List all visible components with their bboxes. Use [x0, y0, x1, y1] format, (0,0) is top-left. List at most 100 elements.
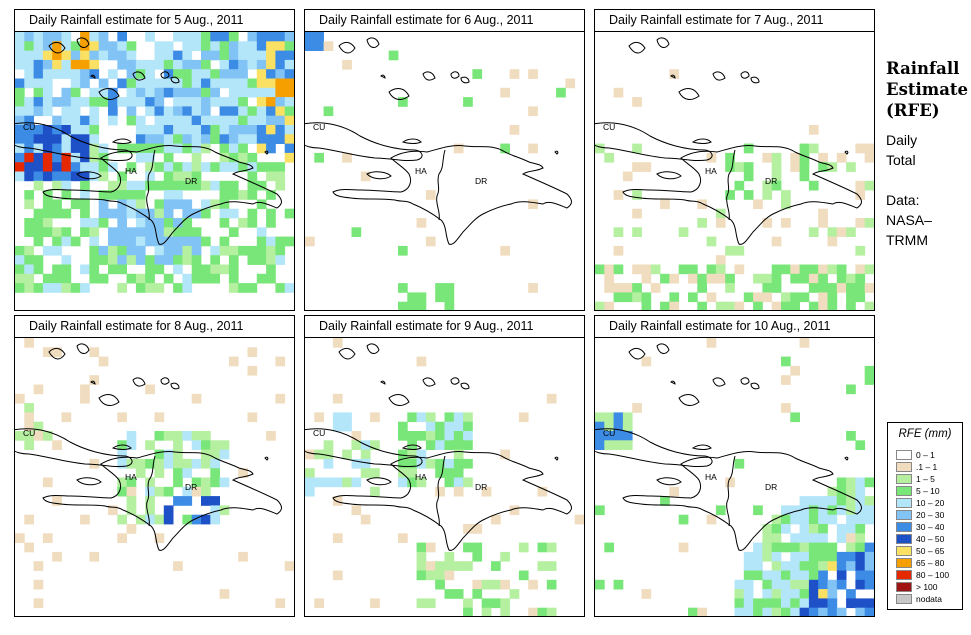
rainfall-cell [173, 440, 183, 450]
rainfall-cell [781, 218, 791, 228]
rainfall-cell [163, 218, 174, 228]
rainfall-cell [126, 59, 137, 70]
rainfall-cell [154, 180, 165, 191]
rainfall-cell [827, 283, 838, 293]
rainfall-cell [360, 468, 371, 478]
rainfall-cell [145, 180, 155, 191]
rainfall-cell [855, 486, 866, 497]
rainfall-cell [210, 134, 220, 144]
rainfall-cell [256, 273, 267, 284]
rainfall-cell [595, 440, 605, 450]
rainfall-cell [855, 292, 866, 303]
rainfall-cell [145, 32, 155, 42]
rainfall-cell [163, 486, 174, 497]
rainfall-cell [33, 50, 44, 61]
rainfall-cell [163, 78, 174, 89]
rainfall-cell [145, 162, 155, 172]
rainfall-cell [266, 190, 276, 200]
rainfall-cell [256, 199, 267, 210]
rainfall-cell [790, 598, 800, 609]
rainfall-cell [771, 171, 782, 182]
rainfall-cell [80, 41, 90, 51]
legend-swatch [896, 558, 912, 568]
rainfall-cell [80, 50, 90, 61]
rainfall-cell [275, 106, 286, 117]
rainfall-cell [210, 496, 220, 506]
rainfall-cell [463, 561, 473, 571]
rainfall-cell [537, 542, 548, 553]
coastline-tortuga [691, 444, 712, 450]
period-line: Total [886, 152, 916, 168]
rainfall-cell [864, 283, 874, 293]
rainfall-cell [762, 524, 773, 534]
rainfall-cell [500, 449, 510, 460]
rainfall-cell [247, 245, 258, 256]
rainfall-cell [613, 87, 624, 98]
rainfall-cell [266, 431, 276, 441]
rainfall-cell [725, 190, 735, 200]
rainfall-cell [275, 171, 286, 182]
rainfall-cell [201, 208, 211, 219]
data-source-label: Data: NASA– TRMM [886, 190, 966, 250]
rainfall-cell [126, 41, 137, 51]
rainfall-cell [52, 50, 62, 61]
rainfall-cell [846, 227, 856, 237]
rainfall-cell [228, 245, 239, 256]
rainfall-cell [98, 87, 109, 98]
rainfall-cell [201, 97, 211, 107]
rainfall-cell [734, 589, 745, 599]
rainfall-cell [61, 143, 72, 154]
rainfall-cell [42, 245, 53, 256]
rainfall-cell [771, 162, 782, 172]
rainfall-cell [173, 115, 183, 126]
rainfall-cell [622, 431, 633, 441]
rainfall-cell [173, 477, 183, 488]
rainfall-cell [743, 171, 754, 182]
rainfall-cell [799, 524, 810, 534]
coastline-gonave [76, 171, 102, 180]
rainfall-cell [117, 227, 127, 237]
rainfall-cell [818, 496, 828, 506]
rainfall-cell [416, 477, 427, 488]
rainfall-map: CU HA DR [14, 337, 295, 617]
rainfall-cell [491, 579, 501, 590]
coastline-gonave [366, 477, 392, 486]
coastline-bah7 [90, 74, 96, 79]
coastline-bah2 [656, 343, 670, 354]
legend-label: 5 – 10 [916, 486, 940, 496]
rainfall-cell [42, 152, 53, 163]
rainfall-cell [808, 227, 819, 237]
rainfall-cell [284, 561, 294, 571]
rainfall-cell [342, 421, 352, 432]
rainfall-cell [61, 162, 72, 172]
rainfall-cell [163, 152, 174, 163]
rainfall-cell [275, 598, 286, 609]
rainfall-cell [256, 134, 267, 144]
rainfall-cell [753, 301, 763, 310]
rainfall-cell [762, 551, 773, 562]
rainfall-cell [613, 245, 624, 256]
rainfall-cell [98, 218, 109, 228]
rainfall-cell [827, 579, 838, 590]
rainfall-cell [641, 301, 652, 310]
rainfall-cell [734, 162, 745, 172]
coastline-gonave [656, 477, 682, 486]
rainfall-cell [790, 542, 800, 553]
rainfall-cell [145, 255, 155, 265]
rainfall-cell [725, 152, 735, 163]
rainfall-cell [42, 59, 53, 70]
rainfall-cell [24, 283, 34, 293]
rainfall-cell [632, 97, 642, 107]
rainfall-cell [154, 514, 165, 525]
coastline-bah5 [450, 71, 460, 79]
rainfall-cell [771, 607, 782, 616]
rainfall-cell [80, 180, 90, 191]
rainfall-cell [163, 236, 174, 247]
rainfall-cell [799, 514, 810, 525]
rainfall-cell [163, 115, 174, 126]
rainfall-cell [537, 486, 548, 497]
rainfall-cell [33, 208, 44, 219]
coastline-bah8 [554, 150, 559, 155]
rainfall-cell [163, 134, 174, 144]
rainfall-cell [771, 264, 782, 275]
